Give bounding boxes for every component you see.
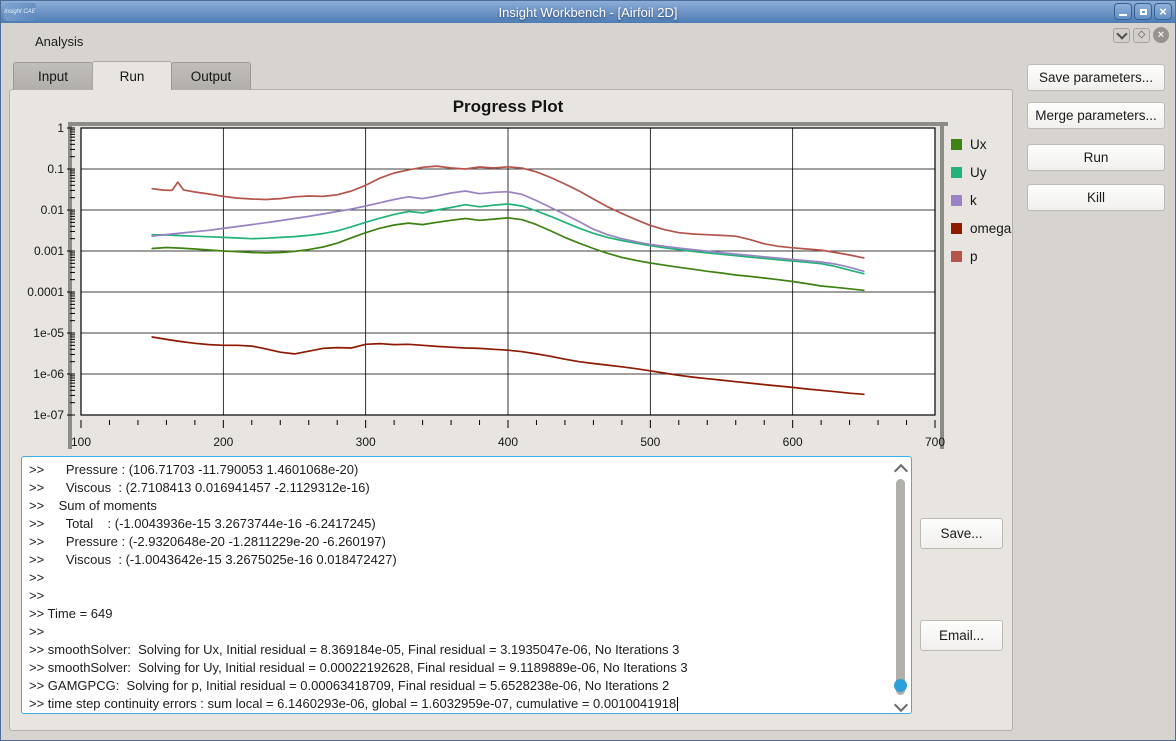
app-logo-text: insight CAE (4, 9, 36, 15)
console-line: >> Viscous : (2.7108413 0.016941457 -2.1… (29, 480, 370, 495)
svg-text:1e-05: 1e-05 (33, 326, 64, 340)
legend-item-omega: omega (951, 214, 1011, 242)
chart-title: Progress Plot (452, 97, 564, 116)
console-line: >> Pressure : (-2.9320648e-20 -1.2811229… (29, 534, 386, 549)
plot-legend: Ux Uy k omega p (951, 130, 1011, 270)
mdi-minimize-icon[interactable] (1113, 27, 1130, 43)
svg-text:200: 200 (213, 435, 233, 449)
legend-label: omega (970, 220, 1012, 236)
svg-text:500: 500 (640, 435, 660, 449)
series-Uy (151, 203, 865, 275)
series-p (151, 165, 865, 259)
series-Ux (151, 217, 865, 292)
mdi-close-icon[interactable]: × (1153, 27, 1169, 43)
console-line: >> time step continuity errors : sum loc… (29, 696, 679, 711)
svg-text:1: 1 (57, 121, 64, 135)
console-line: >> Time = 649 (29, 606, 113, 621)
legend-label: k (970, 192, 977, 208)
save-log-button[interactable]: Save... (920, 518, 1003, 549)
console-line: >> smoothSolver: Solving for Uy, Initial… (29, 660, 688, 675)
tab-bar: Input Run Output (13, 61, 251, 90)
console-line: >> Total : (-1.0043936e-15 3.2673744e-16… (29, 516, 376, 531)
text-cursor (677, 697, 679, 711)
series-omega (151, 336, 865, 396)
window-title: Insight Workbench - [Airfoil 2D] (498, 4, 678, 20)
close-icon[interactable]: × (1154, 3, 1172, 20)
merge-parameters-button[interactable]: Merge parameters... (1027, 102, 1165, 129)
legend-swatch (951, 194, 962, 206)
run-button[interactable]: Run (1027, 144, 1165, 171)
minimize-icon[interactable] (1114, 3, 1132, 20)
email-log-button[interactable]: Email... (920, 620, 1003, 651)
svg-text:0.1: 0.1 (47, 162, 64, 176)
console-line: >> Sum of moments (29, 498, 157, 513)
save-parameters-button[interactable]: Save parameters... (1027, 64, 1165, 91)
svg-text:0.001: 0.001 (34, 244, 64, 258)
svg-text:1e-06: 1e-06 (33, 367, 64, 381)
console-line: >> (29, 570, 45, 585)
legend-item-p: p (951, 242, 1011, 270)
progress-plot: 1 0.1 0.01 0.001 0.0001 1e-05 1e-06 1e-07 100 200… (27, 121, 948, 449)
legend-swatch (951, 138, 962, 150)
svg-text:0.01: 0.01 (41, 203, 65, 217)
svg-text:400: 400 (498, 435, 518, 449)
legend-swatch (951, 250, 962, 262)
console-scrollbar-track[interactable] (896, 479, 905, 695)
tab-output[interactable]: Output (171, 62, 251, 90)
console-line: >> Viscous : (-1.0043642e-15 3.2675025e-… (29, 552, 397, 567)
legend-item-Ux: Ux (951, 130, 1011, 158)
tab-run[interactable]: Run (92, 61, 172, 90)
svg-text:600: 600 (783, 435, 803, 449)
console-scrollbar-thumb[interactable] (894, 679, 907, 692)
svg-text:0.0001: 0.0001 (27, 285, 64, 299)
legend-item-k: k (951, 186, 1011, 214)
legend-item-Uy: Uy (951, 158, 1011, 186)
svg-text:100: 100 (71, 435, 91, 449)
legend-label: p (970, 248, 978, 264)
kill-button[interactable]: Kill (1027, 184, 1165, 211)
legend-swatch (951, 166, 962, 178)
legend-swatch (951, 222, 962, 234)
menubar: Analysis ◇ × (1, 23, 1175, 59)
menu-analysis[interactable]: Analysis (35, 34, 84, 49)
mdi-restore-icon[interactable]: ◇ (1133, 27, 1150, 43)
legend-label: Ux (970, 136, 987, 152)
app-logo-icon: insight CAE (4, 3, 36, 21)
log-console[interactable]: >> Pressure : (106.71703 -11.790053 1.46… (21, 456, 912, 714)
console-line: >> (29, 588, 45, 603)
titlebar[interactable]: insight CAE Insight Workbench - [Airfoil… (1, 1, 1175, 23)
console-line: >> Pressure : (106.71703 -11.790053 1.46… (29, 462, 359, 477)
svg-text:1e-07: 1e-07 (33, 408, 64, 422)
svg-text:300: 300 (356, 435, 376, 449)
legend-label: Uy (970, 164, 987, 180)
svg-text:700: 700 (925, 435, 945, 449)
maximize-icon[interactable] (1134, 3, 1152, 20)
tab-input[interactable]: Input (13, 62, 93, 90)
series-k (151, 190, 865, 273)
console-line: >> (29, 624, 45, 639)
console-line: >> smoothSolver: Solving for Ux, Initial… (29, 642, 680, 657)
console-line: >> GAMGPCG: Solving for p, Initial resid… (29, 678, 670, 693)
